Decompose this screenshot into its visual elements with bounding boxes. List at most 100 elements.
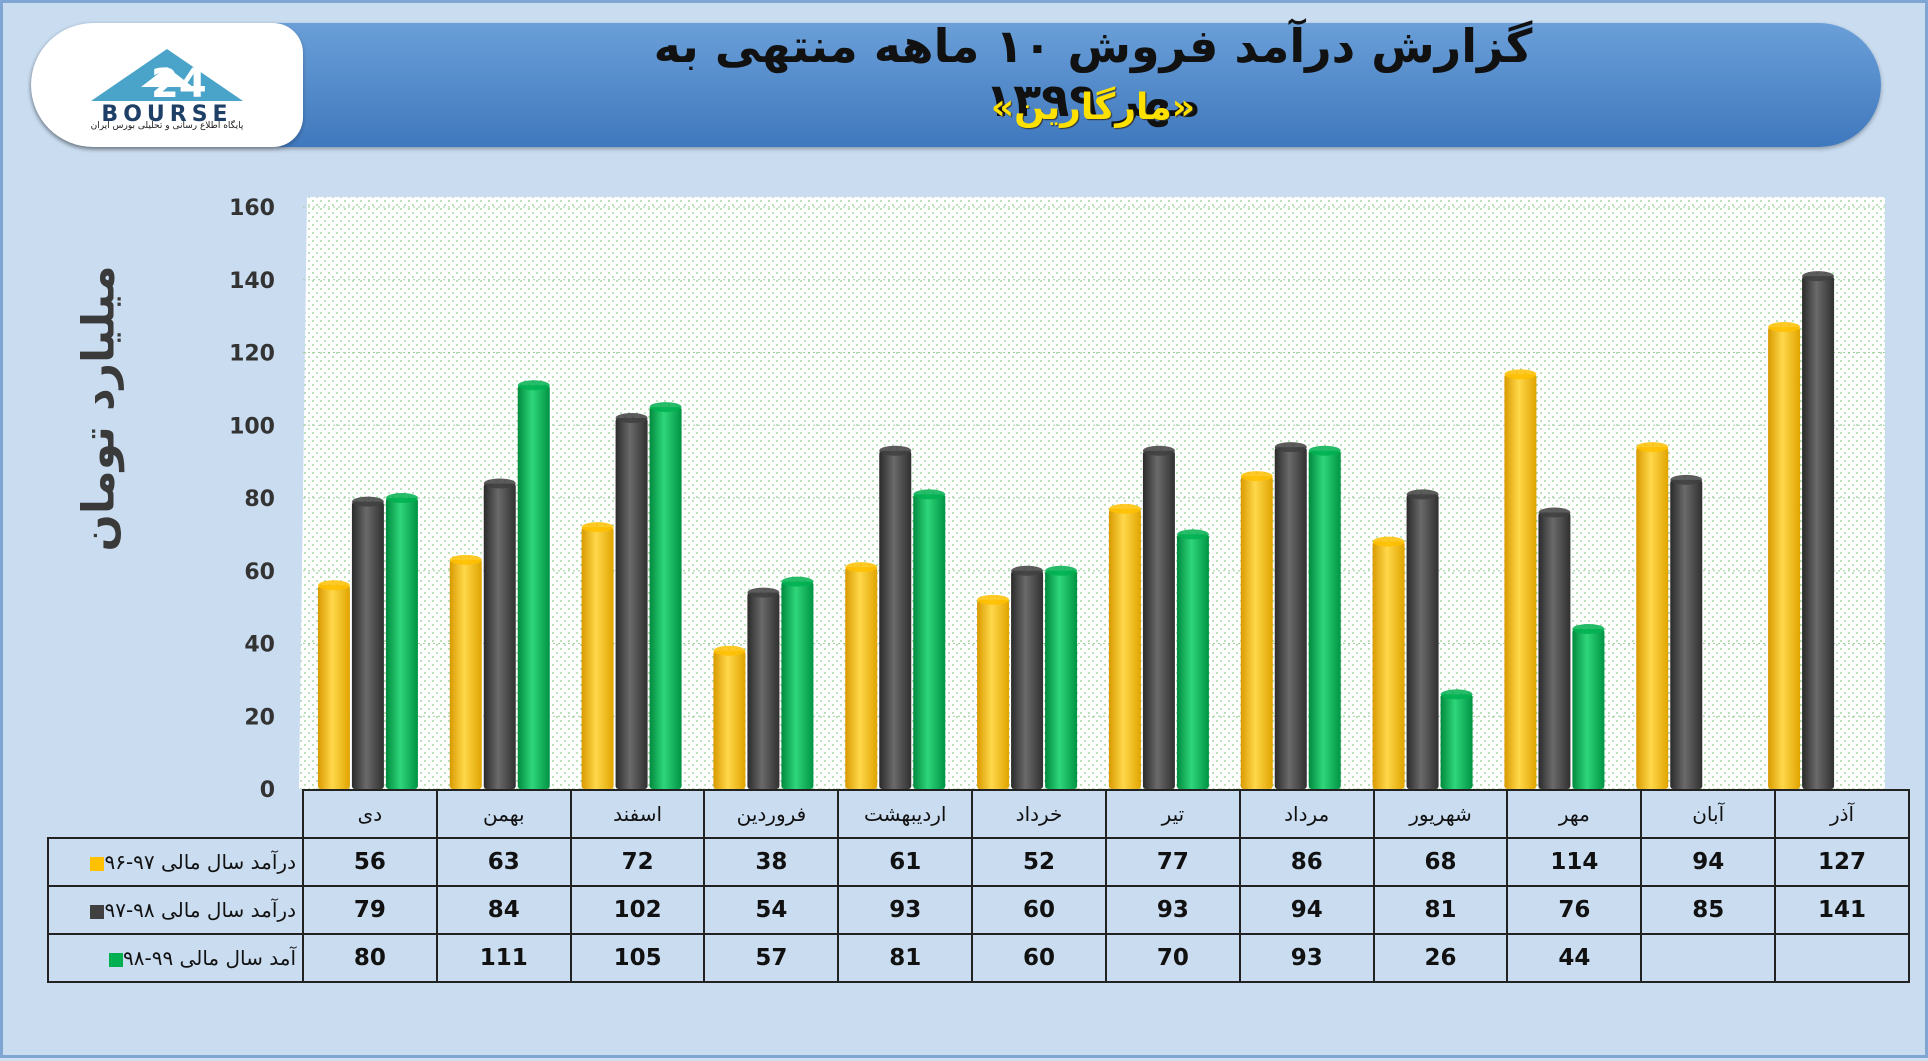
table-value: 81 xyxy=(1372,885,1509,935)
table-category: دی xyxy=(302,789,438,839)
bar-series-3 xyxy=(385,498,418,789)
bar-series-3 xyxy=(913,494,946,789)
bar-cap-series-1 xyxy=(1636,442,1669,453)
bar-series-3 xyxy=(1440,694,1473,789)
bar-series-1 xyxy=(1108,508,1141,789)
bar-cap-series-2 xyxy=(1802,271,1835,282)
table-value: 86 xyxy=(1238,837,1375,887)
table-category: بهمن xyxy=(435,789,572,839)
bar-series-1 xyxy=(1240,476,1273,789)
bar-series-2 xyxy=(1274,447,1307,789)
bar-cap-series-1 xyxy=(581,522,614,533)
bar-cap-series-2 xyxy=(1142,445,1175,456)
table-value: 70 xyxy=(1104,933,1241,983)
bar-cap-series-3 xyxy=(1440,689,1473,700)
table-value xyxy=(1640,933,1777,983)
table-category: فروردین xyxy=(703,789,840,839)
bar-series-2 xyxy=(1406,494,1439,789)
table-value: 68 xyxy=(1372,837,1509,887)
bar-series-3 xyxy=(649,407,682,789)
table-value: 105 xyxy=(569,933,706,983)
y-tick-label: 40 xyxy=(244,633,275,658)
table-value: 93 xyxy=(837,885,974,935)
bar-series-1 xyxy=(1372,541,1405,789)
bar-cap-series-2 xyxy=(879,445,912,456)
bar-cap-series-1 xyxy=(713,645,746,656)
bar-cap-series-2 xyxy=(1011,565,1044,576)
table-value: 60 xyxy=(971,933,1107,983)
legend-key-icon xyxy=(90,856,105,871)
bar-cap-series-2 xyxy=(351,496,384,507)
bar-cap-series-3 xyxy=(781,576,814,587)
header-banner xyxy=(31,23,1881,147)
bar-cap-series-2 xyxy=(1670,474,1703,485)
bar-series-3 xyxy=(517,385,550,789)
table-value: 60 xyxy=(971,885,1107,935)
bar-cap-series-1 xyxy=(845,562,878,573)
bar-series-3 xyxy=(781,581,814,789)
bar-series-2 xyxy=(1670,479,1703,789)
table-category: مرداد xyxy=(1238,789,1375,839)
table-value: 77 xyxy=(1104,837,1241,887)
table-corner xyxy=(48,790,303,838)
bar-cap-series-1 xyxy=(449,554,482,565)
bar-series-2 xyxy=(615,417,648,789)
bar-cap-series-3 xyxy=(517,380,550,391)
y-tick-label: 120 xyxy=(229,342,275,367)
table-value: 85 xyxy=(1640,885,1777,935)
bar-cap-series-3 xyxy=(913,489,946,500)
bar-series-1 xyxy=(1768,327,1801,789)
bar-series-1 xyxy=(449,559,482,789)
bar-series-2 xyxy=(483,483,516,789)
bar-series-1 xyxy=(845,567,878,789)
table-value: 81 xyxy=(837,933,974,983)
bar-cap-series-2 xyxy=(1538,507,1571,518)
y-tick-label: 0 xyxy=(260,778,275,803)
bar-series-2 xyxy=(1011,570,1044,789)
bar-series-2 xyxy=(1142,450,1175,789)
table-category: خرداد xyxy=(971,789,1107,839)
table-category: آبان xyxy=(1640,789,1777,839)
legend-key-icon xyxy=(109,952,124,967)
bar-cap-series-2 xyxy=(615,412,648,423)
bar-cap-series-2 xyxy=(483,478,516,489)
bar-series-1 xyxy=(977,599,1010,789)
bar-cap-series-2 xyxy=(747,587,780,598)
table-series-row: آمد سال مالی ۹۹-۹۸ 80 111 105 57 81 60 70 93 26 44 xyxy=(47,933,1910,983)
table-value: 102 xyxy=(569,885,706,935)
table-category: اردیبهشت xyxy=(837,789,974,839)
bar-series-2 xyxy=(351,501,384,789)
table-value: 38 xyxy=(703,837,840,887)
bar-series-2 xyxy=(1802,276,1835,789)
table-value: 56 xyxy=(302,837,438,887)
bar-series-3 xyxy=(1176,534,1209,789)
table-value: 76 xyxy=(1506,885,1643,935)
bar-cap-series-3 xyxy=(385,493,418,503)
bar-cap-series-3 xyxy=(1308,445,1341,456)
table-value: 80 xyxy=(302,933,438,983)
table-value: 57 xyxy=(703,933,840,983)
table-category: اسفند xyxy=(569,789,706,839)
table-value: 79 xyxy=(302,885,438,935)
gridlines xyxy=(303,206,1885,790)
y-tick-label: 80 xyxy=(244,487,275,512)
bar-cap-series-3 xyxy=(1176,529,1209,540)
bourse24-logo: 24 BOURSE پایگاه اطلاع رسانی و تحلیلی بو… xyxy=(31,23,303,147)
data-table: دی بهمن اسفند فروردین اردیبهشت خرداد تیر… xyxy=(47,789,1910,983)
y-tick-label: 100 xyxy=(229,414,275,439)
table-series-row: درآمد سال مالی ۹۷-۹۶ 56 63 72 38 61 52 77 86 68 11… xyxy=(47,837,1910,887)
bar-cap-series-2 xyxy=(1406,489,1439,500)
bar-series-2 xyxy=(747,592,780,789)
bar-series-1 xyxy=(581,527,614,789)
table-value: 54 xyxy=(703,885,840,935)
bar-series-3 xyxy=(1572,628,1605,789)
table-value: 94 xyxy=(1640,837,1777,887)
table-value: 93 xyxy=(1104,885,1241,935)
logo-number: 24 xyxy=(151,61,207,107)
bar-cap-series-3 xyxy=(649,402,682,413)
table-series-row: درآمد سال مالی ۹۸-۹۷ 79 84 102 54 93 60 93 94 81 7… xyxy=(47,885,1910,935)
y-tick-label: 20 xyxy=(244,705,275,730)
bar-cap-series-1 xyxy=(317,580,350,591)
table-value: 114 xyxy=(1506,837,1643,887)
series-label: آمد سال مالی ۹۹-۹۸ xyxy=(47,933,304,983)
